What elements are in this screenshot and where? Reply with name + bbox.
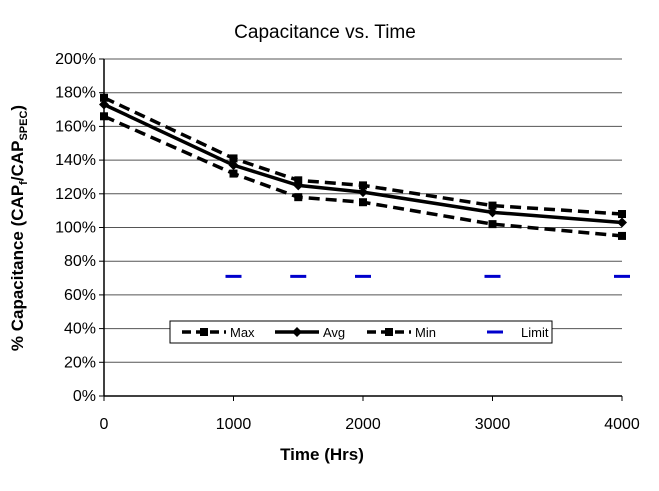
series-line-avg <box>103 102 623 225</box>
x-tick-label: 0 <box>100 416 109 433</box>
y-tick-label: 0% <box>73 388 96 405</box>
legend-label-avg: Avg <box>323 325 345 340</box>
y-tick-label: 100% <box>55 220 96 237</box>
series-max <box>100 93 626 219</box>
data-point-avg <box>228 160 239 171</box>
x-tick-label: 2000 <box>345 416 381 433</box>
y-axis-label-prefix: % Capacitance (CAP <box>8 185 27 351</box>
y-tick-label: 40% <box>64 321 96 338</box>
data-point-max <box>359 181 367 190</box>
x-axis-label: Time (Hrs) <box>280 445 364 464</box>
series-line-max <box>103 96 623 216</box>
data-point-min <box>488 220 497 229</box>
series-line-min <box>103 114 623 238</box>
y-tick-label: 200% <box>55 51 96 68</box>
y-axis-label-sub1: f <box>18 181 30 185</box>
data-point-avg <box>617 217 627 228</box>
y-axis-label: % Capacitance (CAPf/CAPSPEC) <box>8 105 30 351</box>
data-point-max <box>100 93 108 102</box>
y-tick-label: 180% <box>55 85 96 102</box>
legend-marker-max <box>200 328 208 336</box>
legend-marker-min <box>385 328 393 336</box>
data-point-avg <box>487 207 498 218</box>
data-point-min <box>618 231 626 240</box>
chart-title: Capacitance vs. Time <box>234 22 416 43</box>
y-tick-label: 20% <box>64 354 96 371</box>
data-point-avg <box>99 99 109 110</box>
data-point-max <box>229 154 238 163</box>
y-axis-label-sub2: SPEC <box>18 111 30 141</box>
data-point-max <box>488 201 497 210</box>
y-tick-labels: 0% 20% 40% 60% 80% 100% 120% 140% 160% 180% 200% <box>55 51 96 405</box>
y-tick-label: 160% <box>55 118 96 135</box>
x-tick-label: 1000 <box>216 416 252 433</box>
data-point-min <box>229 169 238 178</box>
data-point-min <box>359 198 367 207</box>
y-tick-label: 120% <box>55 186 96 203</box>
legend-marker-avg <box>292 327 302 337</box>
y-tick-label: 60% <box>64 287 96 304</box>
x-tick-label: 4000 <box>604 416 640 433</box>
data-point-min <box>294 193 303 202</box>
data-point-max <box>618 210 626 219</box>
series-avg <box>99 99 627 228</box>
data-point-avg <box>293 180 304 191</box>
series-min <box>100 112 626 240</box>
data-point-min <box>100 112 108 121</box>
legend-label-min: Min <box>415 325 436 340</box>
legend-box <box>169 320 553 344</box>
axes <box>99 58 623 401</box>
data-point-avg <box>358 187 368 198</box>
legend: Max Avg Min Limit <box>169 320 553 344</box>
x-tick-labels: 0 1000 2000 3000 4000 <box>100 416 640 433</box>
y-axis-label-mid: /CAP <box>8 141 27 182</box>
y-tick-label: 80% <box>64 253 96 270</box>
legend-label-limit: Limit <box>521 325 549 340</box>
y-tick-label: 140% <box>55 152 96 169</box>
y-axis-label-suffix: ) <box>8 105 27 111</box>
series-group <box>99 93 630 278</box>
data-point-max <box>294 176 303 185</box>
legend-label-max: Max <box>230 325 255 340</box>
x-tick-label: 3000 <box>475 416 511 433</box>
